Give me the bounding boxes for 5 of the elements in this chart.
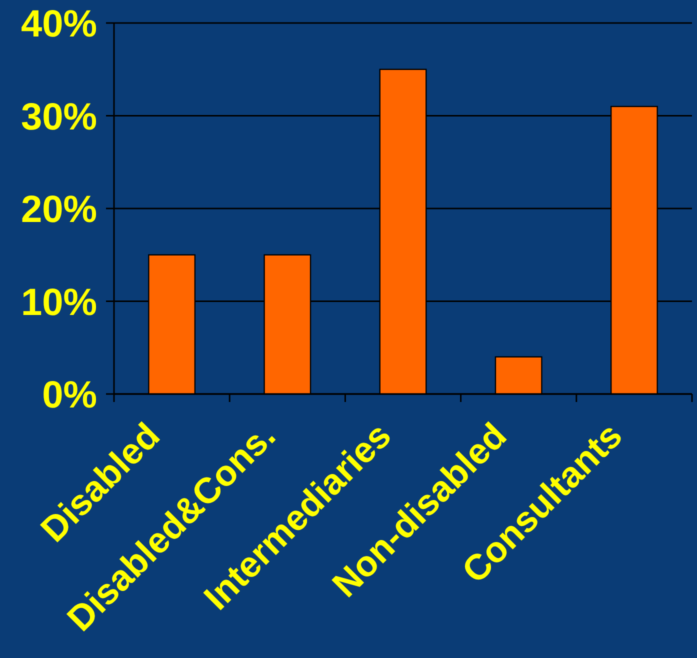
y-tick-label: 30% <box>20 96 97 138</box>
y-tick-label: 0% <box>42 374 97 417</box>
y-tick-label: 40% <box>20 4 97 46</box>
y-tick-label: 20% <box>20 189 97 232</box>
y-tick-label: 10% <box>20 282 97 324</box>
